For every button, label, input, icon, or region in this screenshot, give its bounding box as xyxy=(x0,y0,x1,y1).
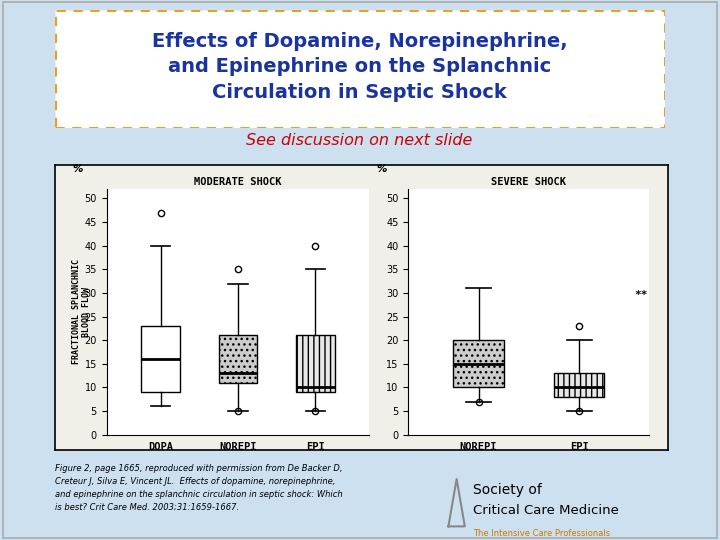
Text: %: % xyxy=(73,164,83,174)
PathPatch shape xyxy=(454,340,504,388)
Text: **: ** xyxy=(634,291,648,300)
Text: See discussion on next slide: See discussion on next slide xyxy=(246,133,473,148)
PathPatch shape xyxy=(554,373,604,397)
Text: Figure 2, page 1665, reproduced with permission from De Backer D,
Creteur J, Sil: Figure 2, page 1665, reproduced with per… xyxy=(55,464,342,512)
PathPatch shape xyxy=(219,335,257,383)
Title: SEVERE SHOCK: SEVERE SHOCK xyxy=(491,177,567,187)
Text: %: % xyxy=(377,164,387,174)
Y-axis label: FRACTIONAL SPLANCHNIC
BLOOD FLOW: FRACTIONAL SPLANCHNIC BLOOD FLOW xyxy=(72,259,91,364)
FancyBboxPatch shape xyxy=(55,10,665,128)
Text: Society of: Society of xyxy=(473,483,542,497)
Text: The Intensive Care Professionals: The Intensive Care Professionals xyxy=(473,529,610,537)
Title: MODERATE SHOCK: MODERATE SHOCK xyxy=(194,177,282,187)
Text: Critical Care Medicine: Critical Care Medicine xyxy=(473,504,619,517)
PathPatch shape xyxy=(141,326,180,392)
Text: Effects of Dopamine, Norepinephrine,
and Epinephrine on the Splanchnic
Circulati: Effects of Dopamine, Norepinephrine, and… xyxy=(152,31,567,102)
PathPatch shape xyxy=(296,335,335,392)
